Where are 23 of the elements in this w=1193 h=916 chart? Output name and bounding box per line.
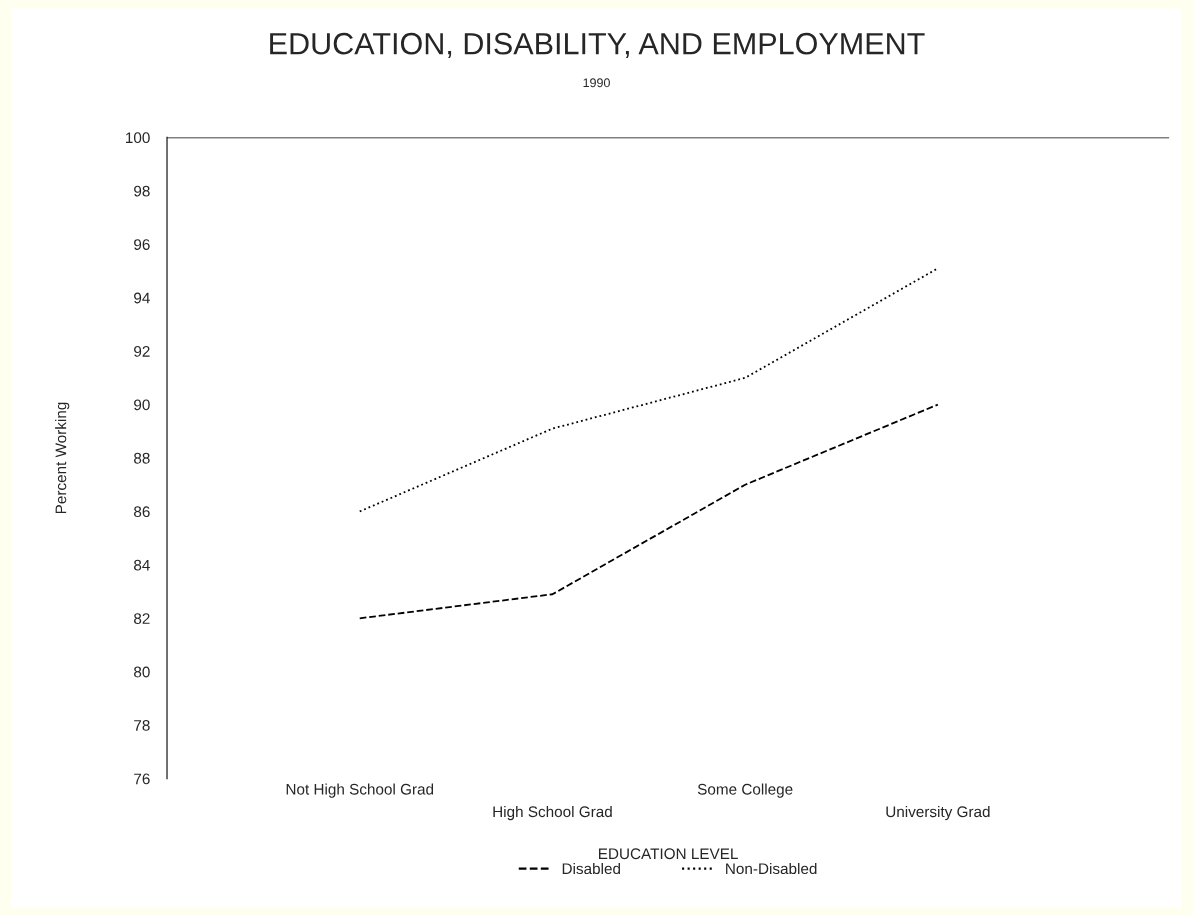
x-tick-label: University Grad (886, 805, 990, 821)
y-tick-label: 78 (134, 720, 150, 731)
y-tick-label: 80 (134, 666, 150, 678)
x-tick-label: Some College (697, 783, 793, 798)
y-tick-label: 92 (134, 346, 150, 357)
y-tick-label: 84 (134, 559, 150, 571)
y-tick-label: 82 (134, 613, 150, 624)
chart-subtitle: 1990 (583, 78, 610, 88)
y-tick-label: 98 (134, 185, 150, 197)
y-tick-label: 88 (134, 452, 150, 464)
y-tick-label: 86 (134, 506, 150, 518)
legend-label: Non-Disabled (726, 862, 817, 875)
y-tick-label: 94 (134, 292, 150, 304)
legend-label: Disabled (562, 862, 620, 875)
y-axis-title: Percent Working (55, 402, 70, 514)
y-tick-label: 100 (126, 132, 150, 144)
y-tick-label: 90 (134, 399, 150, 411)
y-tick-label: 96 (134, 239, 150, 250)
x-tick-label: Not High School Grad (286, 783, 434, 798)
x-tick-label: High School Grad (493, 805, 612, 821)
chart-title: EDUCATION, DISABILITY, AND EMPLOYMENT (270, 32, 925, 59)
y-tick-label: 76 (134, 773, 150, 785)
x-axis-title: EDUCATION LEVEL (599, 848, 738, 860)
